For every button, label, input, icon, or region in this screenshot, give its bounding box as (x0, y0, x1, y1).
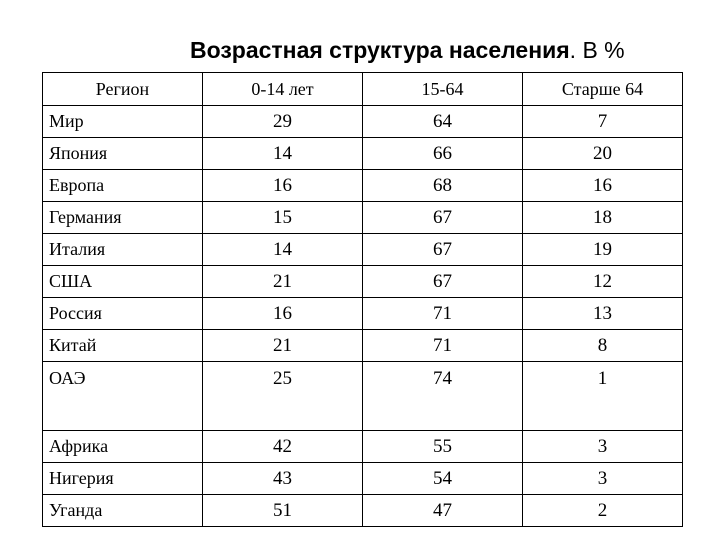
region-cell: Уганда (42, 494, 203, 527)
value-cell: 67 (362, 233, 523, 266)
value-cell: 43 (202, 462, 363, 495)
region-cell: Германия (42, 201, 203, 234)
table-row: Япония 14 66 20 (42, 137, 683, 170)
value-cell: 25 (202, 361, 363, 431)
region-cell: Италия (42, 233, 203, 266)
region-cell: ОАЭ (42, 361, 203, 431)
header-age-0-14: 0-14 лет (202, 72, 363, 106)
value-cell: 19 (522, 233, 683, 266)
value-cell: 67 (362, 265, 523, 298)
table-row: Россия 16 71 13 (42, 297, 683, 330)
value-cell: 16 (522, 169, 683, 202)
value-cell: 3 (522, 462, 683, 495)
value-cell: 12 (522, 265, 683, 298)
value-cell: 14 (202, 233, 363, 266)
header-age-15-64: 15-64 (362, 72, 523, 106)
value-cell: 54 (362, 462, 523, 495)
header-region: Регион (42, 72, 203, 106)
region-cell: Мир (42, 105, 203, 138)
value-cell: 3 (522, 430, 683, 463)
table-row: США 21 67 12 (42, 265, 683, 298)
title-main: Возрастная структура населения (190, 37, 570, 63)
title-suffix: . В % (569, 37, 625, 63)
region-cell: Африка (42, 430, 203, 463)
value-cell: 66 (362, 137, 523, 170)
table-row: Уганда 51 47 2 (42, 494, 683, 527)
table-row: Мир 29 64 7 (42, 105, 683, 138)
table-row: Европа 16 68 16 (42, 169, 683, 202)
table-row: Китай 21 71 8 (42, 329, 683, 362)
value-cell: 51 (202, 494, 363, 527)
value-cell: 7 (522, 105, 683, 138)
value-cell: 74 (362, 361, 523, 431)
value-cell: 67 (362, 201, 523, 234)
region-cell: Россия (42, 297, 203, 330)
value-cell: 18 (522, 201, 683, 234)
value-cell: 20 (522, 137, 683, 170)
value-cell: 21 (202, 329, 363, 362)
value-cell: 13 (522, 297, 683, 330)
value-cell: 71 (362, 329, 523, 362)
table-row: Германия 15 67 18 (42, 201, 683, 234)
region-cell: Нигерия (42, 462, 203, 495)
value-cell: 2 (522, 494, 683, 527)
header-age-over-64: Старше 64 (522, 72, 683, 106)
value-cell: 68 (362, 169, 523, 202)
value-cell: 15 (202, 201, 363, 234)
value-cell: 1 (522, 361, 683, 431)
value-cell: 71 (362, 297, 523, 330)
value-cell: 47 (362, 494, 523, 527)
table-row: Африка 42 55 3 (42, 430, 683, 463)
value-cell: 42 (202, 430, 363, 463)
region-cell: Европа (42, 169, 203, 202)
value-cell: 21 (202, 265, 363, 298)
value-cell: 14 (202, 137, 363, 170)
table-row: Италия 14 67 19 (42, 233, 683, 266)
region-cell: США (42, 265, 203, 298)
table-row: ОАЭ 25 74 1 (42, 361, 683, 431)
value-cell: 16 (202, 169, 363, 202)
value-cell: 16 (202, 297, 363, 330)
header-row: Регион 0-14 лет 15-64 Старше 64 (42, 72, 683, 106)
value-cell: 55 (362, 430, 523, 463)
value-cell: 29 (202, 105, 363, 138)
value-cell: 8 (522, 329, 683, 362)
page-title: Возрастная структура населения. В % (190, 37, 625, 64)
table-row: Нигерия 43 54 3 (42, 462, 683, 495)
region-cell: Китай (42, 329, 203, 362)
region-cell: Япония (42, 137, 203, 170)
age-structure-table: Регион 0-14 лет 15-64 Старше 64 Мир 29 6… (42, 72, 683, 527)
value-cell: 64 (362, 105, 523, 138)
